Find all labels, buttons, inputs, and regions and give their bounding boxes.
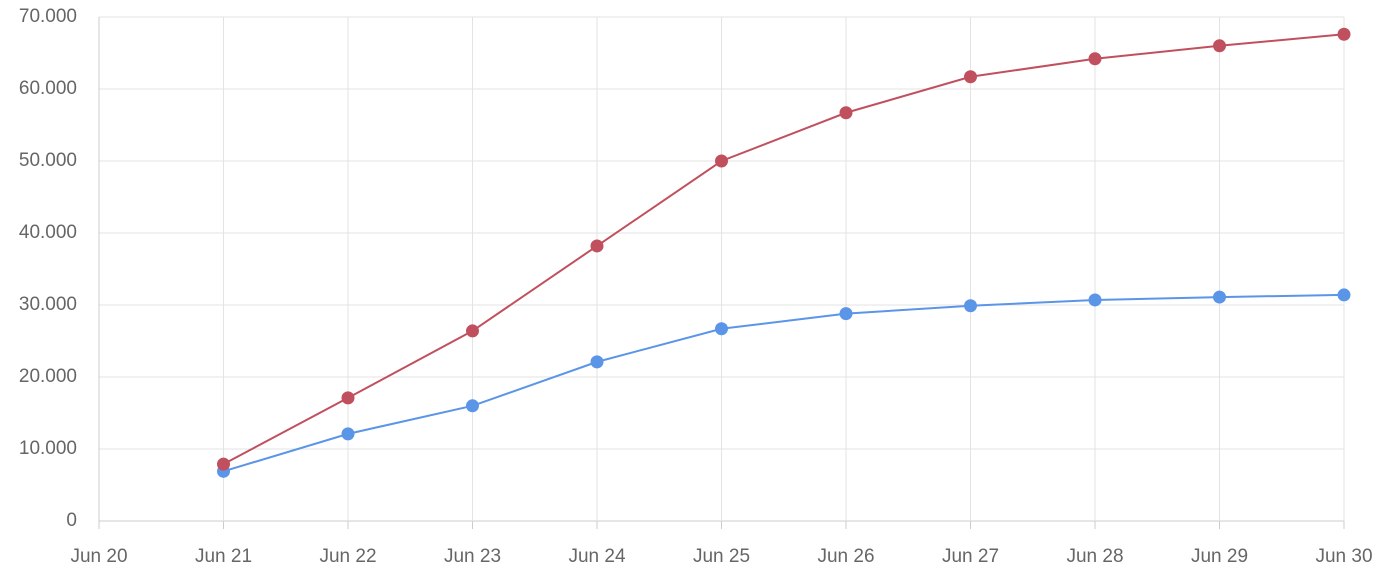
y-tick-label: 10.000 bbox=[19, 438, 77, 459]
data-point bbox=[964, 299, 977, 313]
data-point bbox=[1337, 27, 1351, 41]
y-tick-label: 50.000 bbox=[19, 150, 77, 171]
x-tick-label: Jun 23 bbox=[444, 546, 501, 567]
data-point bbox=[341, 391, 355, 405]
x-tick-label: Jun 22 bbox=[319, 546, 376, 567]
data-point bbox=[715, 322, 728, 336]
x-tick-label: Jun 21 bbox=[195, 546, 252, 567]
data-point bbox=[964, 70, 977, 84]
data-point bbox=[590, 355, 604, 369]
data-point bbox=[839, 307, 853, 321]
data-point bbox=[590, 239, 604, 253]
series-line bbox=[223, 33, 1345, 466]
series-line bbox=[223, 293, 1345, 473]
x-tick-label: Jun 27 bbox=[942, 546, 999, 567]
x-tick-label: Jun 24 bbox=[568, 546, 625, 567]
x-tick-label: Jun 30 bbox=[1315, 546, 1372, 567]
data-point bbox=[217, 457, 230, 471]
x-tick-label: Jun 25 bbox=[693, 546, 750, 567]
x-tick-label: Jun 26 bbox=[817, 546, 874, 567]
y-tick-label: 60.000 bbox=[19, 78, 77, 99]
y-tick-label: 30.000 bbox=[19, 294, 77, 315]
data-point bbox=[466, 324, 479, 338]
data-point bbox=[1213, 39, 1226, 53]
data-point bbox=[1088, 293, 1102, 307]
x-tick-label: Jun 28 bbox=[1066, 546, 1123, 567]
y-tick-label: 0 bbox=[66, 510, 77, 531]
x-tick-label: Jun 20 bbox=[70, 546, 127, 567]
data-point bbox=[341, 427, 355, 441]
y-tick-label: 70.000 bbox=[19, 6, 77, 27]
data-point bbox=[715, 154, 728, 168]
data-point bbox=[1088, 52, 1102, 66]
data-point bbox=[466, 399, 479, 413]
x-tick-label: Jun 29 bbox=[1191, 546, 1248, 567]
data-point bbox=[1213, 290, 1226, 304]
data-point bbox=[839, 106, 853, 120]
y-tick-label: 40.000 bbox=[19, 222, 77, 243]
y-tick-label: 20.000 bbox=[19, 366, 77, 387]
data-point bbox=[1337, 288, 1351, 302]
